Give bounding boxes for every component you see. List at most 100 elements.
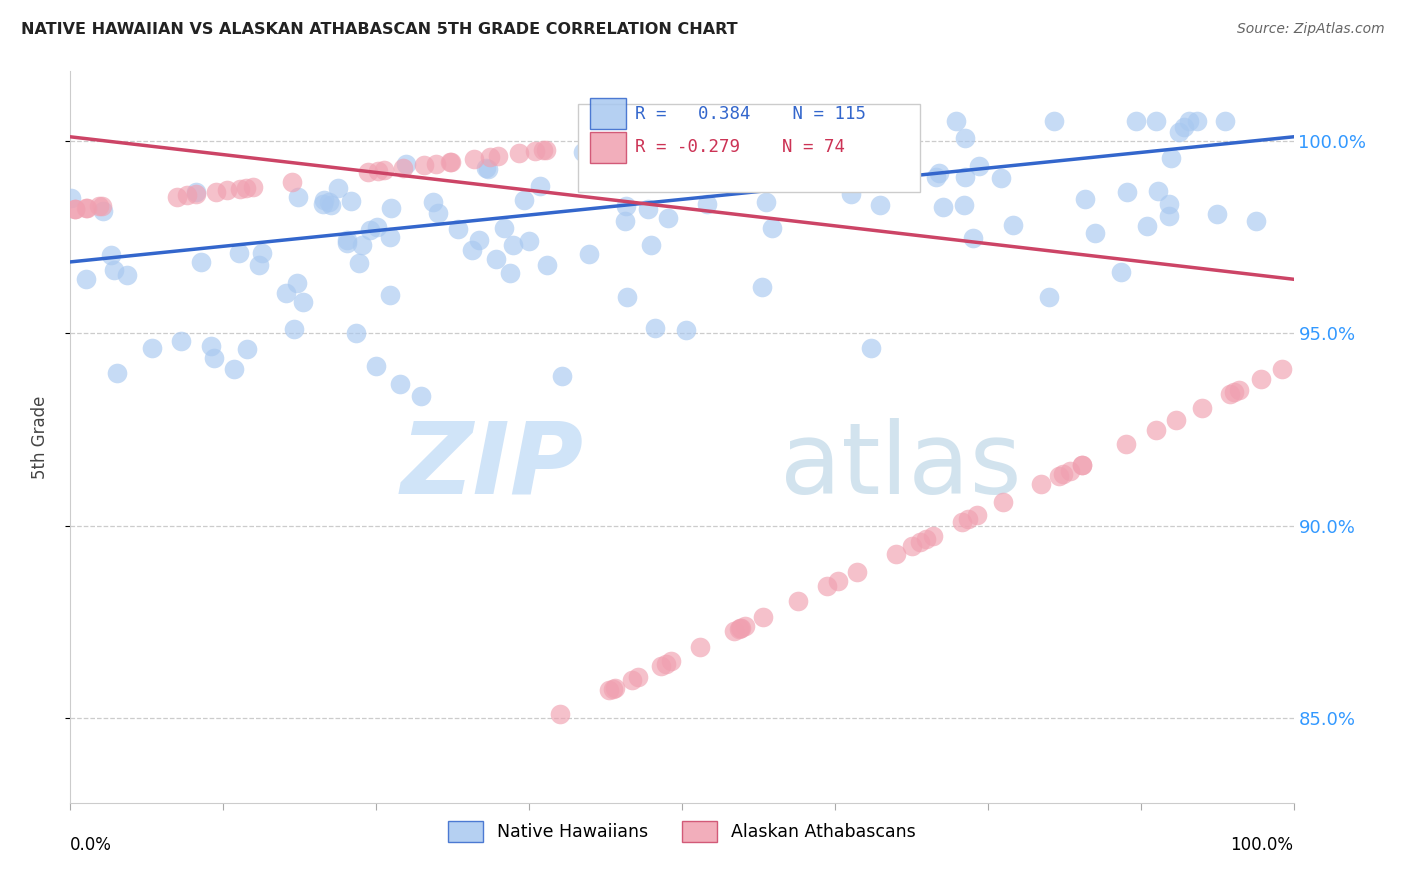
Point <box>474 161 496 175</box>
Point <box>884 547 907 561</box>
Point <box>184 187 207 202</box>
Point <box>957 512 980 526</box>
Point <box>63 202 86 217</box>
Point <box>336 235 359 250</box>
Point <box>252 245 274 260</box>
Point <box>993 495 1015 509</box>
Point <box>395 157 418 171</box>
FancyBboxPatch shape <box>591 132 626 163</box>
Point <box>103 263 125 277</box>
Point <box>598 683 620 698</box>
Point <box>321 198 343 212</box>
Point <box>347 256 370 270</box>
Point <box>447 221 470 235</box>
Point <box>380 201 402 215</box>
Point <box>605 681 627 695</box>
Point <box>440 155 463 169</box>
Point <box>1002 218 1025 232</box>
Point <box>704 130 727 145</box>
Text: NATIVE HAWAIIAN VS ALASKAN ATHABASCAN 5TH GRADE CORRELATION CHART: NATIVE HAWAIIAN VS ALASKAN ATHABASCAN 5T… <box>21 22 738 37</box>
Point <box>508 146 530 161</box>
Point <box>1074 192 1097 206</box>
Point <box>1160 151 1182 165</box>
Point <box>928 166 950 180</box>
Point <box>276 286 298 301</box>
Point <box>228 245 250 260</box>
Point <box>463 152 485 166</box>
Point <box>312 193 335 207</box>
Point <box>1147 184 1170 198</box>
Point <box>485 252 508 267</box>
Point <box>215 183 238 197</box>
Point <box>761 220 783 235</box>
Point <box>378 288 401 302</box>
Point <box>287 190 309 204</box>
Point <box>534 143 557 157</box>
Point <box>63 202 86 217</box>
Point <box>1071 458 1094 472</box>
Point <box>734 618 756 632</box>
Point <box>657 211 679 225</box>
Point <box>1168 125 1191 139</box>
Point <box>640 238 662 252</box>
Point <box>1246 214 1268 228</box>
Point <box>614 199 637 213</box>
Point <box>1157 209 1180 223</box>
Point <box>628 173 651 187</box>
Point <box>512 193 534 207</box>
Point <box>229 181 252 195</box>
Legend: Native Hawaiians, Alaskan Athabascans: Native Hawaiians, Alaskan Athabascans <box>441 814 922 849</box>
Y-axis label: 5th Grade: 5th Grade <box>31 395 49 479</box>
Point <box>60 191 83 205</box>
Text: R =   0.384    N = 115: R = 0.384 N = 115 <box>636 104 866 123</box>
Point <box>392 161 415 175</box>
Point <box>950 515 973 529</box>
Point <box>292 294 315 309</box>
Point <box>751 280 773 294</box>
Point <box>1271 362 1294 376</box>
Point <box>190 255 212 269</box>
Point <box>285 276 308 290</box>
Point <box>336 233 359 247</box>
Point <box>141 342 163 356</box>
Point <box>869 197 891 211</box>
Point <box>755 194 778 209</box>
Point <box>1177 114 1199 128</box>
Point <box>461 244 484 258</box>
Point <box>548 707 571 722</box>
Point <box>621 673 644 687</box>
Point <box>281 175 304 189</box>
Point <box>1164 413 1187 427</box>
Point <box>352 237 374 252</box>
Point <box>723 624 745 638</box>
Point <box>1116 186 1139 200</box>
Point <box>1227 383 1250 397</box>
Point <box>517 234 540 248</box>
Point <box>945 114 967 128</box>
Point <box>357 165 380 179</box>
Point <box>962 230 984 244</box>
Point <box>388 377 411 392</box>
Point <box>855 167 877 181</box>
Point <box>1206 207 1229 221</box>
Point <box>1084 226 1107 240</box>
Point <box>312 196 335 211</box>
Text: atlas: atlas <box>780 417 1021 515</box>
Point <box>616 290 638 304</box>
Point <box>75 201 97 215</box>
Point <box>328 181 350 195</box>
Point <box>696 197 718 211</box>
Point <box>468 233 491 247</box>
Point <box>924 169 946 184</box>
Point <box>728 621 751 635</box>
Point <box>952 198 974 212</box>
Point <box>1250 372 1272 386</box>
Point <box>205 185 228 199</box>
Point <box>115 268 138 282</box>
Point <box>1059 464 1081 478</box>
Point <box>922 529 945 543</box>
Point <box>166 189 188 203</box>
Point <box>900 539 922 553</box>
Point <box>531 144 554 158</box>
Point <box>752 610 775 624</box>
